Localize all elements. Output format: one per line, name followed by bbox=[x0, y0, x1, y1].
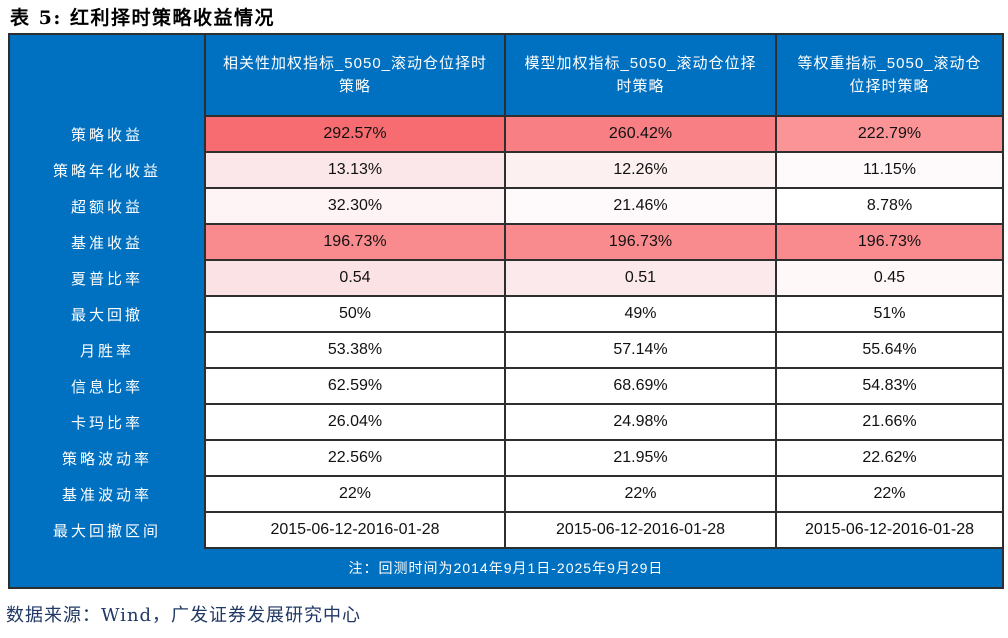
value-cell: 11.15% bbox=[775, 151, 1004, 189]
value-cell: 260.42% bbox=[504, 115, 777, 153]
value-cell: 13.13% bbox=[204, 151, 506, 189]
value-cell: 51% bbox=[775, 295, 1004, 333]
row-label: 夏普比率 bbox=[9, 260, 206, 296]
row-label: 基准波动率 bbox=[9, 476, 206, 512]
row-label: 最大回撤 bbox=[9, 296, 206, 332]
table-body: 策略收益 292.57% 260.42% 222.79% 策略年化收益 13.13% 12.… bbox=[9, 115, 1004, 549]
value-cell: 21.95% bbox=[504, 439, 777, 477]
value-cell: 54.83% bbox=[775, 367, 1004, 405]
value-cell: 2015-06-12-2016-01-28 bbox=[775, 511, 1004, 549]
value-cell: 196.73% bbox=[204, 223, 506, 261]
value-cell: 292.57% bbox=[204, 115, 506, 153]
data-source: 数据来源：Wind，广发证券发展研究中心 bbox=[6, 605, 362, 626]
header-row: 相关性加权指标_5050_滚动仓位择时策略 模型加权指标_5050_滚动仓位择时… bbox=[9, 34, 1004, 117]
row-label: 策略波动率 bbox=[9, 440, 206, 476]
value-cell: 222.79% bbox=[775, 115, 1004, 153]
table-row: 基准收益 196.73% 196.73% 196.73% bbox=[9, 223, 1004, 261]
value-cell: 2015-06-12-2016-01-28 bbox=[204, 511, 506, 549]
value-cell: 0.54 bbox=[204, 259, 506, 297]
value-cell: 62.59% bbox=[204, 367, 506, 405]
value-cell: 8.78% bbox=[775, 187, 1004, 225]
value-cell: 22% bbox=[504, 475, 777, 513]
table-row: 夏普比率 0.54 0.51 0.45 bbox=[9, 259, 1004, 297]
value-cell: 50% bbox=[204, 295, 506, 333]
corner-cell bbox=[9, 34, 206, 116]
value-cell: 24.98% bbox=[504, 403, 777, 441]
table-row: 信息比率 62.59% 68.69% 54.83% bbox=[9, 367, 1004, 405]
table-row: 基准波动率 22% 22% 22% bbox=[9, 475, 1004, 513]
value-cell: 21.46% bbox=[504, 187, 777, 225]
table-note: 注：回测时间为2014年9月1日-2025年9月29日 bbox=[9, 548, 1003, 588]
row-label: 基准收益 bbox=[9, 224, 206, 260]
value-cell: 49% bbox=[504, 295, 777, 333]
row-label: 最大回撤区间 bbox=[9, 512, 206, 548]
value-cell: 22.56% bbox=[204, 439, 506, 477]
table-row: 策略年化收益 13.13% 12.26% 11.15% bbox=[9, 151, 1004, 189]
value-cell: 22% bbox=[204, 475, 506, 513]
column-header-equal-weighted: 等权重指标_5050_滚动仓位择时策略 bbox=[775, 34, 1004, 117]
row-label: 策略收益 bbox=[9, 116, 206, 152]
table-row: 月胜率 53.38% 57.14% 55.64% bbox=[9, 331, 1004, 369]
value-cell: 0.45 bbox=[775, 259, 1004, 297]
value-cell: 57.14% bbox=[504, 331, 777, 369]
value-cell: 196.73% bbox=[775, 223, 1004, 261]
value-cell: 0.51 bbox=[504, 259, 777, 297]
returns-table: 相关性加权指标_5050_滚动仓位择时策略 模型加权指标_5050_滚动仓位择时… bbox=[8, 33, 1004, 589]
table-row: 超额收益 32.30% 21.46% 8.78% bbox=[9, 187, 1004, 225]
value-cell: 55.64% bbox=[775, 331, 1004, 369]
value-cell: 53.38% bbox=[204, 331, 506, 369]
table-title: 表 5: 红利择时策略收益情况 bbox=[10, 7, 275, 29]
value-cell: 12.26% bbox=[504, 151, 777, 189]
value-cell: 22% bbox=[775, 475, 1004, 513]
value-cell: 2015-06-12-2016-01-28 bbox=[504, 511, 777, 549]
table-row: 最大回撤 50% 49% 51% bbox=[9, 295, 1004, 333]
row-label: 卡玛比率 bbox=[9, 404, 206, 440]
value-cell: 22.62% bbox=[775, 439, 1004, 477]
column-header-model-weighted: 模型加权指标_5050_滚动仓位择时策略 bbox=[504, 34, 777, 117]
value-cell: 68.69% bbox=[504, 367, 777, 405]
table-row: 卡玛比率 26.04% 24.98% 21.66% bbox=[9, 403, 1004, 441]
table-row: 策略收益 292.57% 260.42% 222.79% bbox=[9, 115, 1004, 153]
row-label: 策略年化收益 bbox=[9, 152, 206, 188]
value-cell: 196.73% bbox=[504, 223, 777, 261]
row-label: 月胜率 bbox=[9, 332, 206, 368]
table-row: 最大回撤区间 2015-06-12-2016-01-28 2015-06-12-20… bbox=[9, 511, 1004, 549]
column-header-correlation-weighted: 相关性加权指标_5050_滚动仓位择时策略 bbox=[204, 34, 506, 117]
value-cell: 32.30% bbox=[204, 187, 506, 225]
row-label: 信息比率 bbox=[9, 368, 206, 404]
table-row: 策略波动率 22.56% 21.95% 22.62% bbox=[9, 439, 1004, 477]
value-cell: 21.66% bbox=[775, 403, 1004, 441]
value-cell: 26.04% bbox=[204, 403, 506, 441]
note-row: 注：回测时间为2014年9月1日-2025年9月29日 bbox=[9, 548, 1003, 588]
row-label: 超额收益 bbox=[9, 188, 206, 224]
